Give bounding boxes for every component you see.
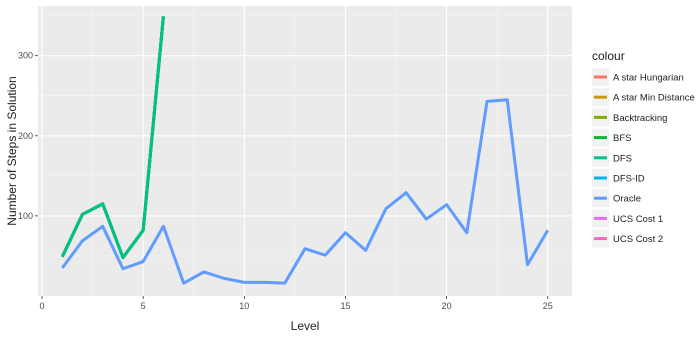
legend-item-a-star-hungarian: A star Hungarian [592, 68, 684, 86]
legend-label: BFS [613, 133, 631, 144]
y-tick-label: 300 [18, 51, 33, 61]
legend: colour A star Hungarian A star Min Distan… [592, 49, 695, 248]
legend-item-backtracking: Backtracking [592, 108, 667, 127]
series-lines [60, 16, 550, 285]
series-line-dfs [60, 16, 165, 260]
legend-label: DFS [613, 153, 632, 164]
y-tick-label: 200 [18, 131, 33, 141]
legend-item-ucs-cost-2: UCS Cost 2 [592, 229, 663, 248]
legend-label: DFS-ID [613, 174, 645, 185]
series-line-oracle [61, 98, 550, 285]
legend-item-oracle: Oracle [592, 189, 641, 208]
legend-items: A star Hungarian A star Min Distance Backt… [592, 68, 695, 248]
x-tick-label: 5 [141, 301, 146, 311]
legend-label: A star Min Distance [613, 93, 695, 104]
x-tick-label: 10 [239, 301, 249, 311]
y-axis-title: Number of Steps in Solution [5, 76, 19, 225]
minor-gridlines [38, 6, 572, 296]
legend-label: UCS Cost 2 [613, 234, 663, 245]
legend-item-dfs-id: DFS-ID [592, 169, 645, 187]
legend-item-a-star-min-distance: A star Min Distance [592, 88, 695, 107]
x-tick-label: 20 [442, 301, 452, 311]
y-tick-label: 100 [18, 211, 33, 221]
axis-ticks [35, 55, 549, 299]
legend-title: colour [592, 49, 625, 63]
legend-label: UCS Cost 1 [613, 214, 663, 225]
legend-item-ucs-cost-1: UCS Cost 1 [592, 209, 663, 228]
plot-panel [38, 6, 572, 296]
legend-label: Backtracking [613, 113, 667, 124]
legend-label: A star Hungarian [613, 73, 684, 84]
legend-item-dfs: DFS [592, 148, 632, 167]
legend-label: Oracle [613, 194, 641, 205]
x-tick-labels: 0 5 10 15 20 25 [40, 301, 553, 311]
legend-item-bfs: BFS [592, 128, 631, 147]
major-gridlines [38, 6, 572, 296]
x-tick-label: 25 [543, 301, 553, 311]
x-tick-label: 15 [340, 301, 350, 311]
y-tick-labels: 100 200 300 [18, 51, 33, 221]
x-tick-label: 0 [40, 301, 45, 311]
x-axis-title: Level [291, 319, 320, 333]
